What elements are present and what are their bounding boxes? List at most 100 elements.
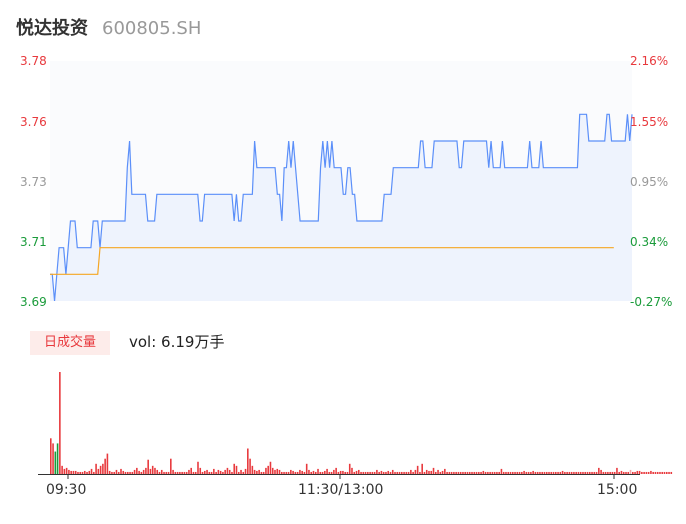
volume-bar [174,471,177,474]
volume-bar [102,463,104,474]
volume-bar [321,471,324,474]
volume-bar [464,471,467,474]
volume-bar [292,470,294,474]
volume-bar [122,470,125,474]
volume-bar [93,471,95,474]
volume-bar [158,471,161,474]
volume-bar [654,471,657,474]
volume-bar [446,471,448,474]
volume-bar [95,463,97,474]
volume-bar [312,470,315,474]
volume-bar [364,471,367,474]
volume-bar [299,469,301,474]
volume-bar [258,469,260,474]
volume-bar [450,471,453,474]
volume-bar [228,469,231,474]
volume-bar [242,471,245,474]
pct-label-2: 1.55% [630,115,669,129]
volume-bar [56,443,59,474]
volume-bar [543,471,546,474]
volume-bar [65,467,68,474]
volume-bar [539,471,541,474]
pct-label-4: 0.34% [630,235,669,249]
volume-bar [405,471,408,474]
volume-bar [278,469,281,474]
volume-bar [387,470,390,474]
volume-bar [54,451,57,474]
volume-bar [534,471,537,474]
volume-bar [462,471,464,474]
volume-badge: 日成交量 [30,331,110,355]
volume-bar [439,471,442,474]
volume-bar [661,471,664,474]
volume-bar [244,468,247,474]
volume-bar [267,465,269,474]
volume-bar [163,471,165,474]
volume-bar [136,467,138,474]
volume-bar [575,471,577,474]
volume-bar [559,471,562,474]
volume-bar [516,471,519,474]
volume-bar [97,468,100,474]
volume-bar [265,467,267,474]
volume-bar [63,468,66,474]
volume-bar [500,468,503,474]
volume-bar [496,471,498,474]
volume-bar [194,471,197,474]
volume-bar [145,467,147,474]
volume-bar [165,471,168,474]
volume-bar [206,469,208,474]
volume-bar [247,448,249,474]
volume-bar [339,470,342,474]
volume-bar [493,471,496,474]
volume-bar [507,471,510,474]
volume-bar [61,465,63,474]
volume-bar [353,471,356,474]
volume-bar [68,469,70,474]
volume-bar [441,470,444,474]
volume-bar [421,463,423,474]
volume-bar [613,471,616,474]
volume-bar [256,470,258,474]
pct-label-1: 2.16% [630,54,669,68]
volume-bar [593,471,596,474]
volume-bar [586,471,589,474]
volume-bar [548,471,550,474]
volume-bar [210,471,213,474]
price-line [50,113,633,302]
volume-bar [600,469,602,474]
volume-bar [348,463,351,474]
price-label-5: 3.69 [20,295,47,309]
volume-bar [192,471,195,474]
volume-bar [382,471,385,474]
price-label-2: 3.76 [20,115,47,129]
volume-bar [224,469,226,474]
volume-bar [425,469,428,474]
volume-bar [432,467,435,474]
volume-bar [179,471,181,474]
time-label-close: 15:00 [597,482,638,498]
volume-bar [190,467,192,474]
price-label-4: 3.71 [20,235,47,249]
volume-bar [371,471,374,474]
volume-bar [410,469,412,474]
volume-bar [455,471,457,474]
volume-bar [511,471,514,474]
volume-bar [217,469,220,474]
volume-bar [160,469,163,474]
volume-bar [570,471,573,474]
volume-bar [423,471,426,474]
volume-bar [659,471,661,474]
price-label-3: 3.73 [20,175,47,189]
volume-bar [203,470,206,474]
volume-bar [530,471,532,474]
volume-bar [627,471,630,474]
volume-bar [219,470,222,474]
volume-bar [271,467,274,474]
volume-bar [643,471,645,474]
volume-bar [607,471,609,474]
volume-bar [616,467,618,474]
volume-bar [355,470,358,474]
volume-bar [111,471,113,474]
volume-bar [629,469,632,474]
